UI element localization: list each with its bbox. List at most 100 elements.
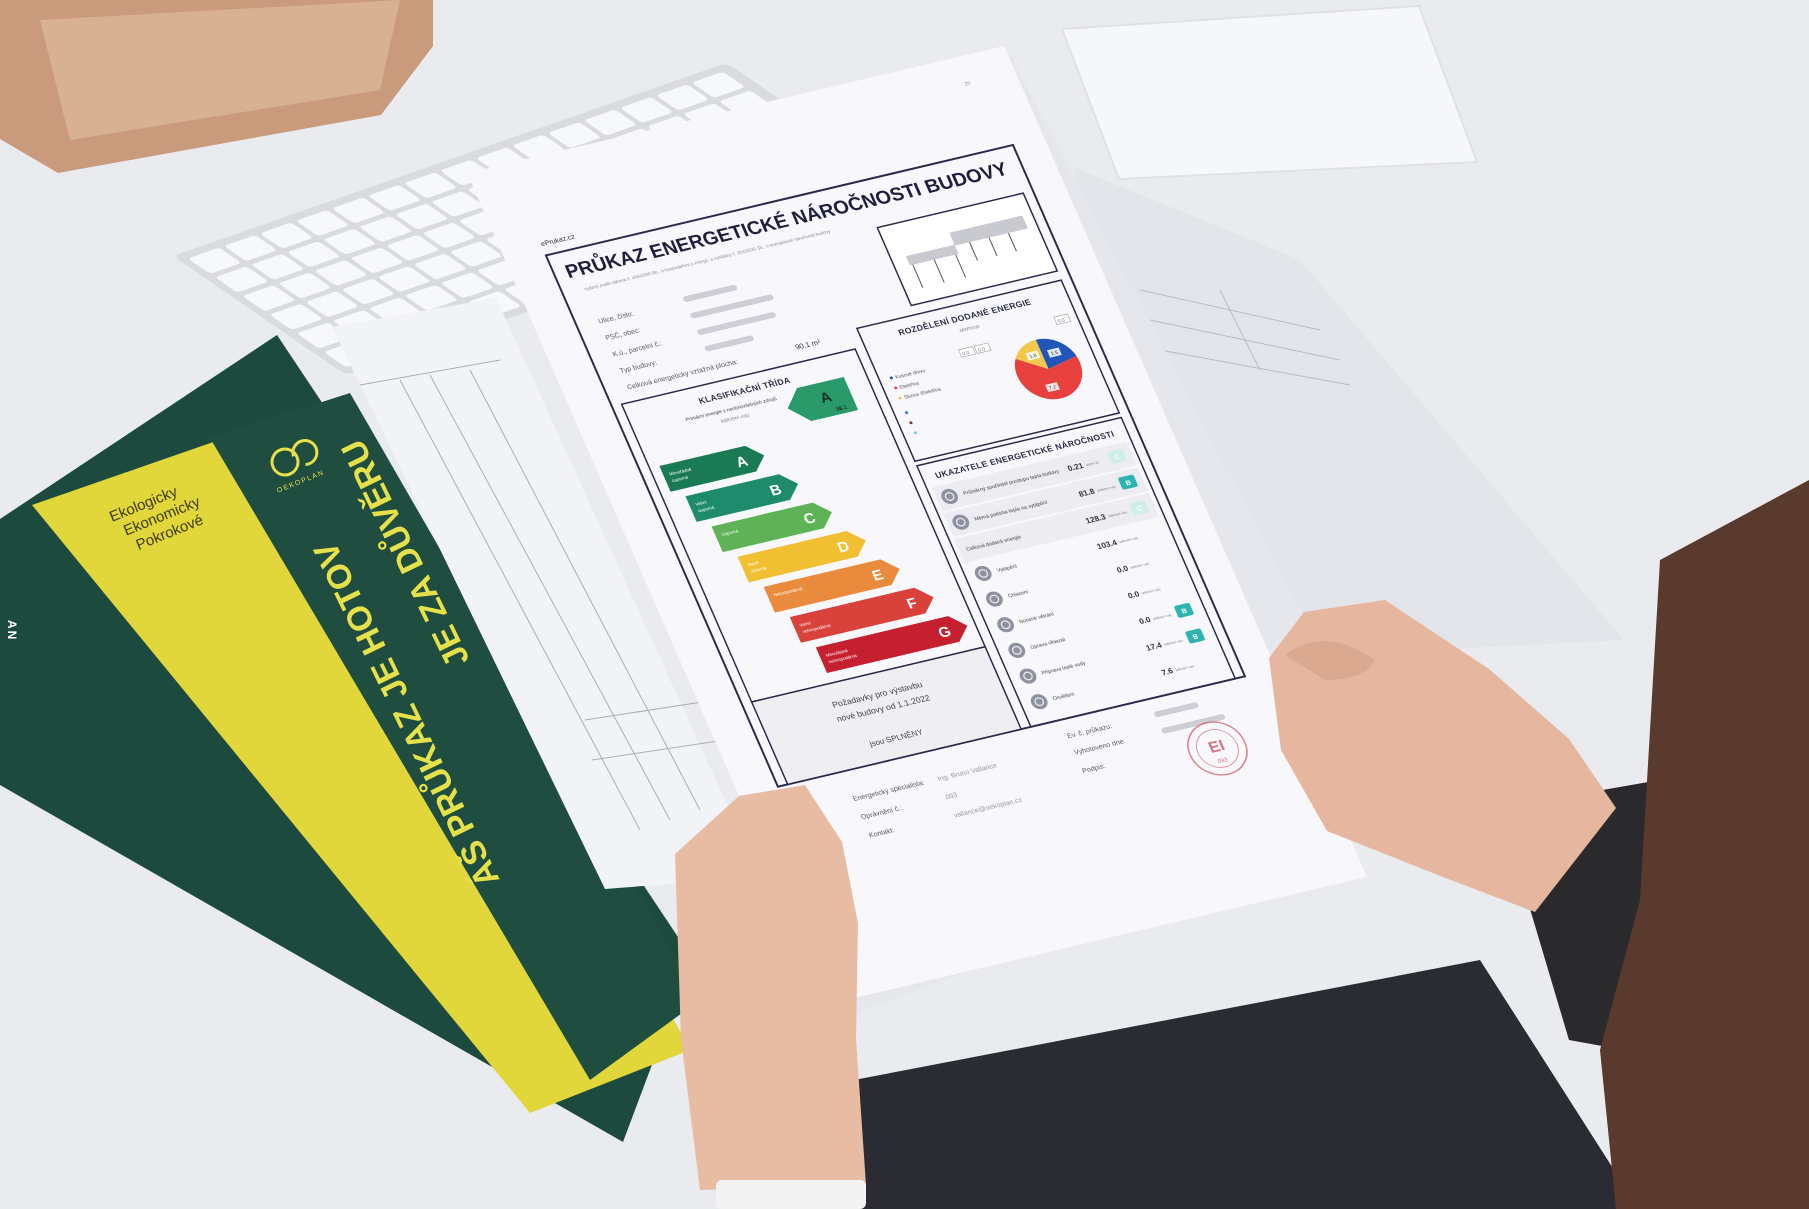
indicator-unit: kWh/(m²·rok) [1108,510,1128,518]
class-badge-letter: B [1125,480,1133,488]
keyboard-key [442,272,493,298]
indicator-unit: kWh/(m²·rok) [1175,664,1195,672]
house-icon [941,488,959,505]
radiator-icon [978,569,989,578]
indicator-unit: W/(m²·K) [1085,460,1099,467]
keyboard-key [424,222,474,248]
hot-water-icon [1019,668,1037,684]
keyboard-key [343,279,394,305]
keyboard-key [297,210,348,236]
legend-marker [898,396,902,400]
keyboard-key [432,191,483,217]
class-badge [1174,602,1194,618]
stamp-number: 093 [1217,757,1230,765]
right-thumb [1285,641,1375,680]
indicator-row [954,492,1160,563]
pie-value-box [1045,382,1060,393]
class-label: nehospodárná [828,653,858,664]
pie-value: 1.8 [1029,353,1038,360]
indicator-label: Chlazení [1007,589,1030,599]
indicator-row [1010,621,1216,691]
indicator-row [987,569,1193,640]
back-document-left-table [359,359,726,831]
keyboard-key [189,248,240,274]
class-label: úsporná [671,475,689,483]
keyboard-key [333,198,384,223]
keyboard-key [585,110,636,135]
fan-icon [1000,620,1011,630]
indicator-row [965,518,1171,589]
indicator-unit: kWh/(m²·rok) [1130,562,1150,570]
indicator-value: 0.0 [1127,589,1142,600]
indicator-label: Vytápění [996,564,1019,574]
certificate-paper [467,46,1367,1004]
green-bookmark [210,393,700,1080]
keyboard-key [657,85,708,110]
indicator-row [942,467,1148,538]
keyboard-key [360,216,411,242]
class-badge [1185,628,1205,644]
pie-slice [1014,355,1083,400]
legend-marker [909,421,913,425]
legend-label: Elektřina [899,381,920,391]
class-bar-g [815,616,968,674]
redacted-value [1161,714,1226,734]
license-value: 093 [945,792,959,801]
pie-value-box [1025,350,1041,361]
keyboard-key [324,229,375,255]
page-number: 20 [964,80,972,87]
indicator-value: 0.0 [1138,615,1153,626]
class-badge [1107,449,1127,464]
redacted-value [704,335,754,352]
keyboard-key [225,235,276,261]
redacted-value [690,294,774,319]
legend-marker [913,431,917,435]
signature-label: Podpis: [1081,763,1107,775]
indicator-row [976,544,1182,614]
class-badge-letter: B [1181,608,1189,616]
pie-value-box [1046,347,1062,358]
class-badge-letter: C [1136,505,1144,513]
class-badge-letter: B [1192,634,1200,642]
class-label: Mimořádně [825,648,849,658]
left-hand [675,785,866,1190]
indicator-row [1021,646,1227,717]
hot-water-icon [1023,671,1033,681]
class-badge-letter: C [1114,454,1122,462]
keyboard-key [252,254,303,280]
indicator-label: Osvětlení [1052,691,1076,702]
class-bar-d [737,530,866,583]
keyboard-key [261,223,312,248]
keyboard-key [316,260,366,286]
requirements-box [750,645,1023,786]
legend-marker [889,376,893,380]
lightbulb-icon [1034,697,1045,707]
pie-value: 7.2 [1048,384,1057,391]
indicator-unit: kWh/(m²·rok) [1141,587,1161,595]
keyboard-key [352,248,402,273]
cooling-icon [989,594,1000,604]
energy-certificate: 20 ePrukaz.cz PRŮKAZ ENERGETICKÉ NÁROČNO… [467,46,1367,1004]
monitor-stand-highlight [40,0,400,140]
keyboard-key [693,72,744,98]
class-label: úsporná [749,565,767,573]
keyboard-key [244,285,294,311]
indicator-row [998,595,1204,666]
class-bar-c [711,502,832,553]
redacted-value [1154,702,1199,717]
keyboard-key [369,185,420,211]
class-bar-f [789,587,934,643]
energy-split-unit: MWh/rok [959,324,981,334]
right-hand [1269,600,1616,912]
indicator-row [931,441,1137,512]
class-label: nehospodárná [802,623,832,634]
keyboard-key [216,267,267,292]
house-icon [944,492,955,501]
keyboard-key [379,266,430,292]
class-label: Úsporná [720,528,739,538]
indicator-value: 7.6 [1160,666,1175,677]
bracelet [716,1180,866,1209]
logo-mark-icon [291,439,319,467]
stamp-initials: EI [1206,738,1228,757]
